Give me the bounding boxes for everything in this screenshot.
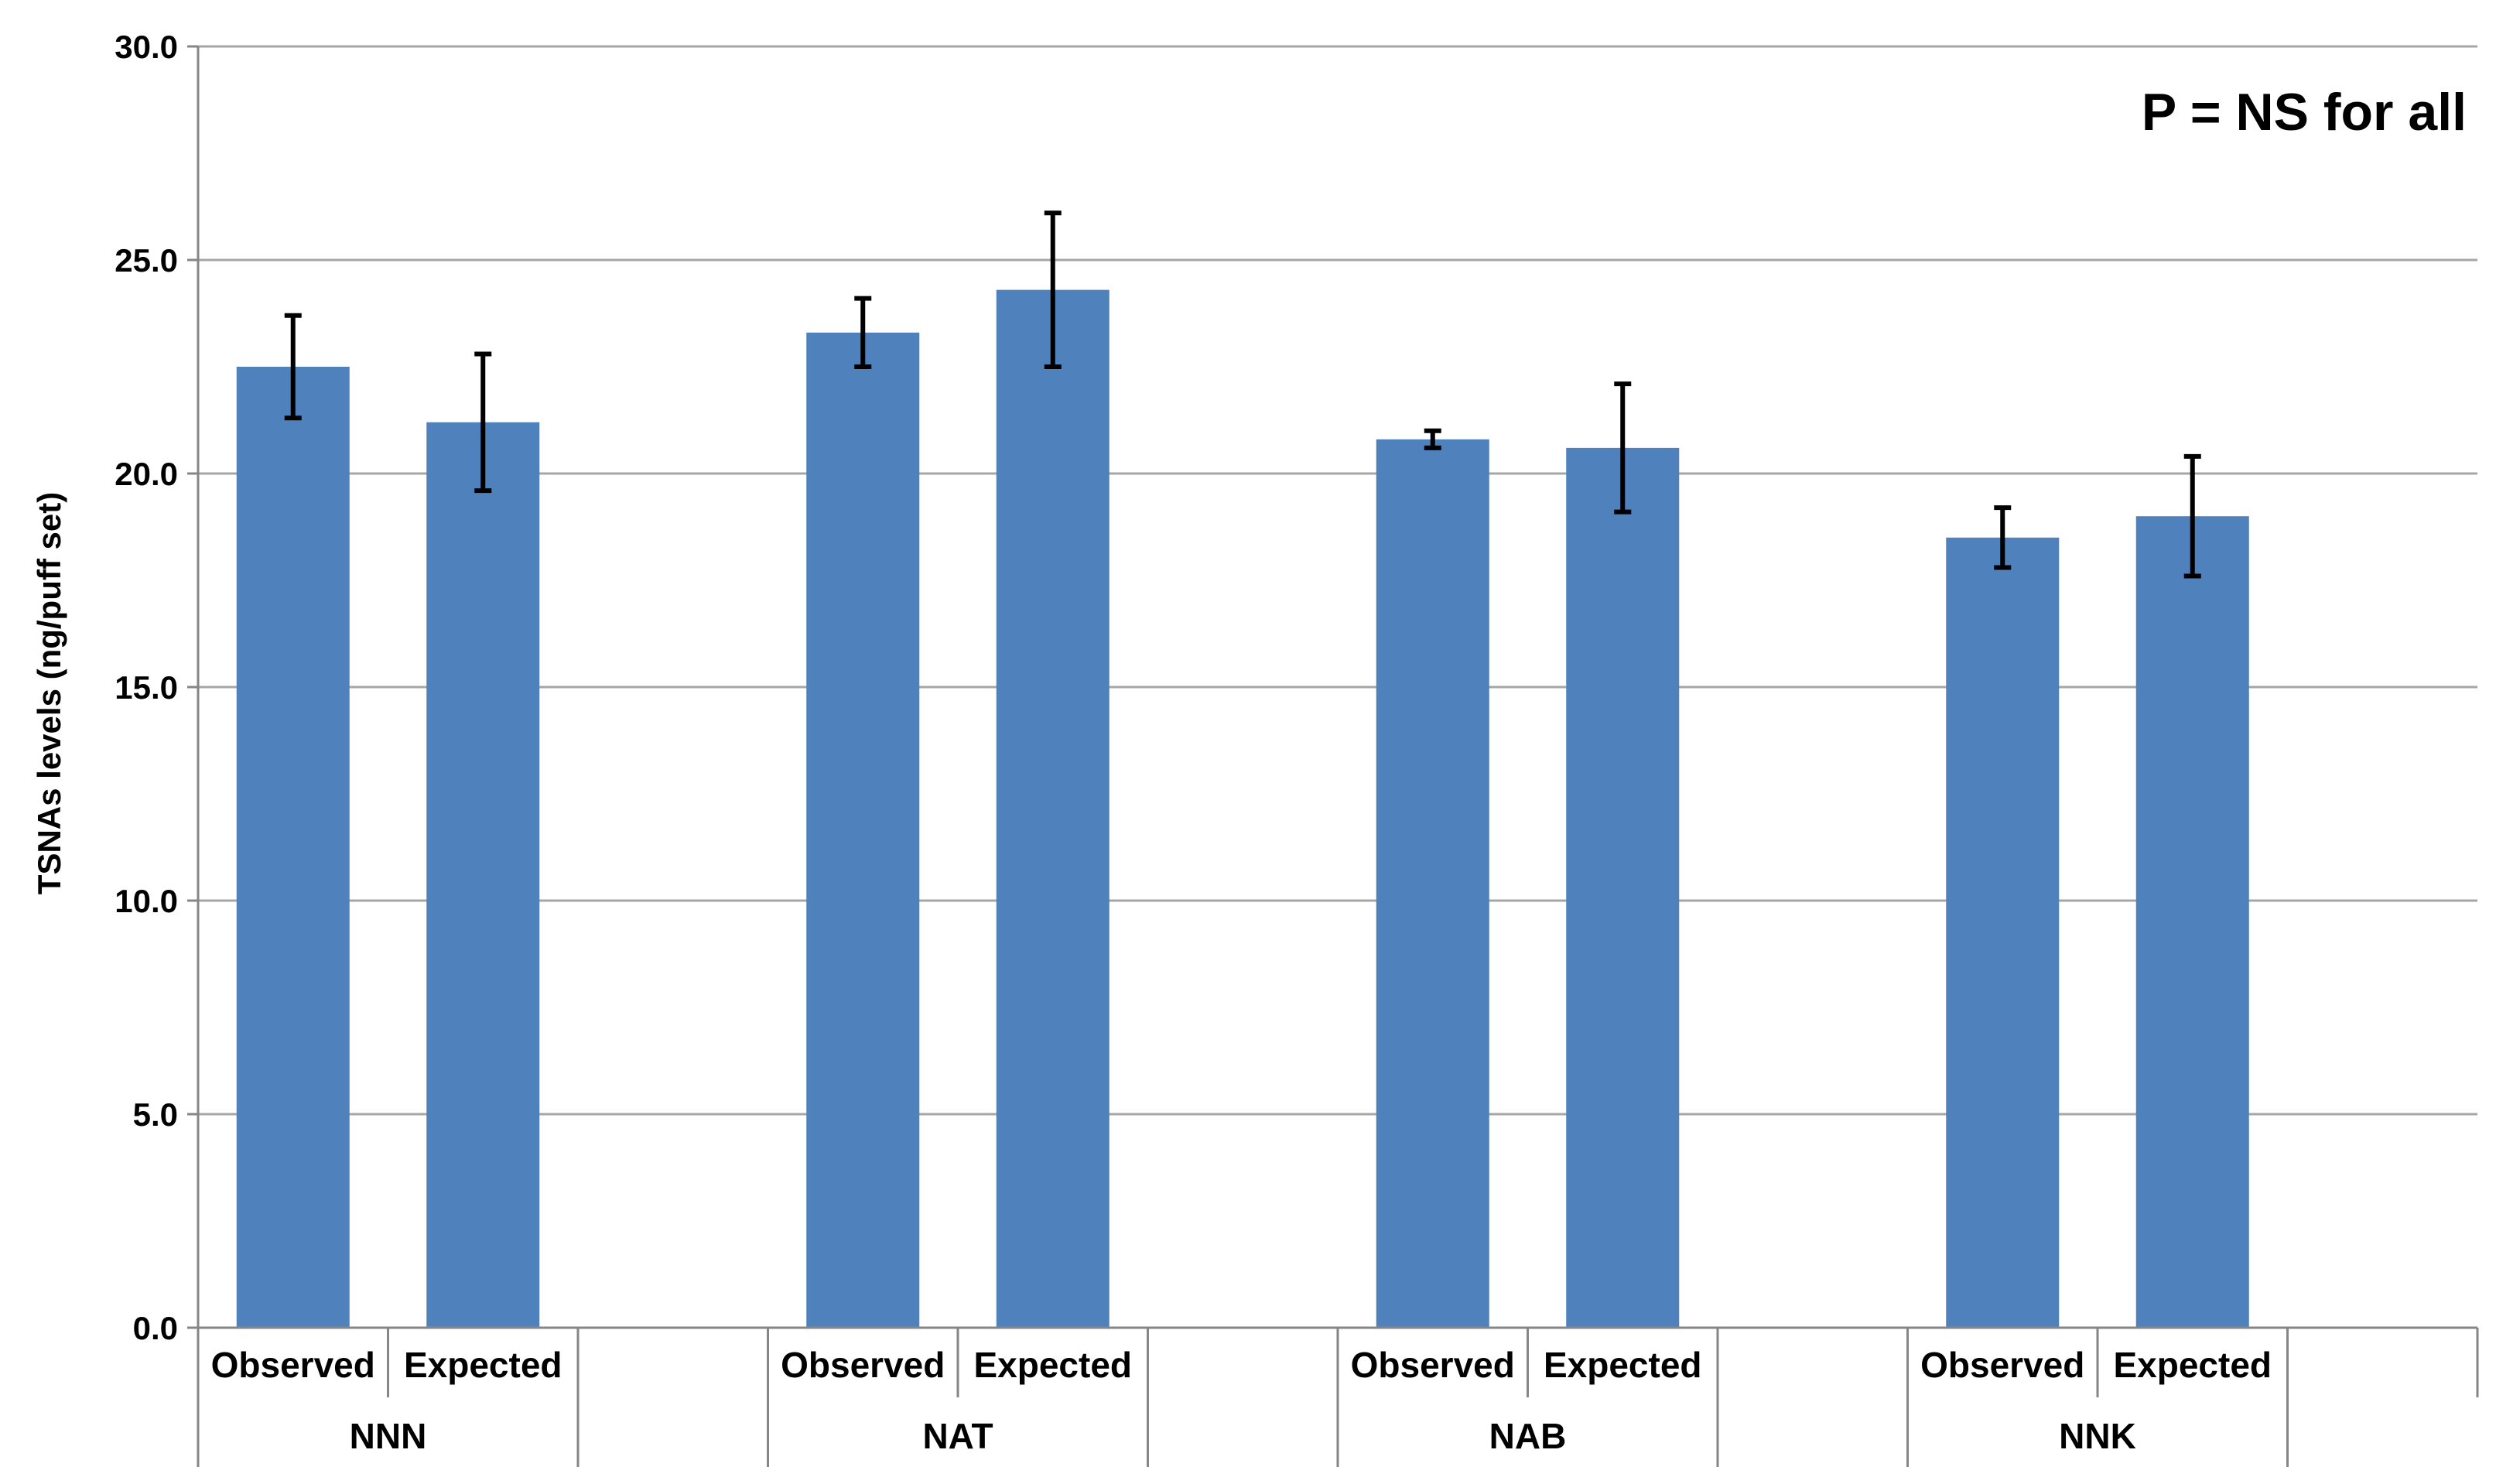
labels: 0.0 5.0 10.0 15.0 20.0 25.0 30.0 Observed Expect… [115, 29, 2272, 1456]
y-tick-label: 10.0 [115, 883, 178, 919]
bars [236, 289, 2249, 1328]
bar-nnk-observed [1946, 537, 2060, 1328]
x-category-label: Observed [781, 1345, 945, 1385]
y-tick-label: 20.0 [115, 456, 178, 492]
x-group-label: NAT [922, 1416, 993, 1456]
gridlines [198, 45, 2477, 1116]
x-category-label: Observed [1920, 1345, 2084, 1385]
y-tick-label: 15.0 [115, 669, 178, 706]
bar-nab-expected [1566, 447, 1680, 1328]
bar-nnn-expected [426, 422, 540, 1328]
x-group-label: NNK [2059, 1416, 2136, 1456]
bar-nat-observed [806, 332, 920, 1328]
x-group-label: NAB [1489, 1416, 1567, 1456]
x-category-label: Observed [211, 1345, 375, 1385]
axes [187, 45, 2479, 1467]
y-axis-title: TSNAs levels (ng/puff set) [31, 492, 67, 894]
x-category-label: Expected [1544, 1345, 1702, 1385]
x-category-label: Expected [973, 1345, 1132, 1385]
x-category-label: Observed [1351, 1345, 1515, 1385]
x-category-label: Expected [2113, 1345, 2272, 1385]
y-tick-label: 5.0 [133, 1096, 178, 1133]
bar-nnn-observed [236, 367, 350, 1328]
y-tick-label: 0.0 [133, 1310, 178, 1346]
y-tick-label: 25.0 [115, 242, 178, 279]
bar-nab-observed [1376, 439, 1489, 1328]
x-category-label: Expected [404, 1345, 562, 1385]
bar-nat-expected [996, 289, 1110, 1328]
y-tick-label: 30.0 [115, 29, 178, 65]
significance-annotation: P = NS for all [2142, 83, 2467, 142]
x-group-label: NNN [350, 1416, 427, 1456]
error-bars [284, 210, 2201, 579]
bar-nnk-expected [2135, 516, 2249, 1328]
